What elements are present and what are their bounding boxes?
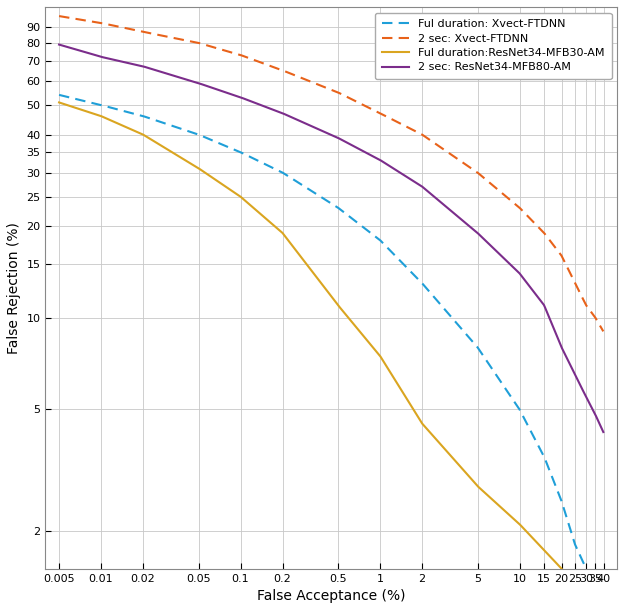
2 sec: ResNet34-MFB80-AM: (39.9, 4.22): ResNet34-MFB80-AM: (39.9, 4.22): [600, 428, 607, 436]
Line: Ful duration: Xvect-FTDNN: Ful duration: Xvect-FTDNN: [59, 95, 586, 568]
Y-axis label: False Rejection (%): False Rejection (%): [7, 222, 21, 354]
2 sec: ResNet34-MFB80-AM: (0.0394, 61): ResNet34-MFB80-AM: (0.0394, 61): [180, 75, 188, 82]
2 sec: Xvect-FTDNN: (0.0225, 86.1): Xvect-FTDNN: (0.0225, 86.1): [147, 29, 154, 37]
Ful duration: Xvect-FTDNN: (0.0138, 48.1): Xvect-FTDNN: (0.0138, 48.1): [117, 107, 124, 114]
2 sec: Xvect-FTDNN: (0.0863, 74.4): Xvect-FTDNN: (0.0863, 74.4): [228, 49, 235, 56]
Ful duration: Xvect-FTDNN: (12.8, 4.04): Xvect-FTDNN: (12.8, 4.04): [530, 434, 538, 442]
Ful duration:ResNet34-MFB30-AM: [216, 179, 223, 186]
Line: Ful duration:ResNet34-MFB30-AM: Ful duration:ResNet34-MFB30-AM: [59, 102, 582, 598]
Line: 2 sec: ResNet34-MFB80-AM: 2 sec: ResNet34-MFB80-AM: [59, 45, 603, 432]
Legend: Ful duration: Xvect-FTDNN, 2 sec: Xvect-FTDNN, Ful duration:ResNet34-MFB30-AM, 2: Ful duration: Xvect-FTDNN, 2 sec: Xvect-…: [375, 12, 612, 79]
2 sec: ResNet34-MFB80-AM: (0.0225, 65.9): ResNet34-MFB80-AM: (0.0225, 65.9): [147, 65, 154, 72]
2 sec: ResNet34-MFB80-AM: (0.005, 79): ResNet34-MFB80-AM: (0.005, 79): [56, 41, 63, 48]
Ful duration:ResNet34-MFB30-AM: [110, 118, 117, 125]
2 sec: Xvect-FTDNN: (0.875, 48.4): Xvect-FTDNN: (0.875, 48.4): [368, 106, 376, 113]
2 sec: Xvect-FTDNN: (0.005, 98): Xvect-FTDNN: (0.005, 98): [56, 12, 63, 20]
2 sec: ResNet34-MFB80-AM: (0.0863, 54.2): ResNet34-MFB80-AM: (0.0863, 54.2): [228, 91, 235, 98]
Ful duration:ResNet34-MFB30-AM: [80, 107, 87, 114]
Ful duration:ResNet34-MFB30-AM: [56, 99, 63, 106]
Ful duration: Xvect-FTDNN: (18.9, 2.67): Xvect-FTDNN: (18.9, 2.67): [554, 489, 562, 496]
Ful duration: Xvect-FTDNN: (29.8, 1.51): Xvect-FTDNN: (29.8, 1.51): [582, 564, 590, 572]
Ful duration:ResNet34-MFB30-AM: [578, 594, 585, 601]
Line: 2 sec: Xvect-FTDNN: 2 sec: Xvect-FTDNN: [59, 16, 603, 331]
X-axis label: False Acceptance (%): False Acceptance (%): [257, 589, 406, 603]
Ful duration: Xvect-FTDNN: (0.706, 20.4): Xvect-FTDNN: (0.706, 20.4): [355, 220, 363, 228]
Ful duration:ResNet34-MFB30-AM: [467, 475, 475, 483]
Ful duration:ResNet34-MFB30-AM: [574, 589, 582, 596]
2 sec: Xvect-FTDNN: (10.4, 22.6): Xvect-FTDNN: (10.4, 22.6): [518, 206, 525, 213]
2 sec: Xvect-FTDNN: (0.0394, 81.8): Xvect-FTDNN: (0.0394, 81.8): [180, 37, 188, 44]
Ful duration: Xvect-FTDNN: (0.005, 54): Xvect-FTDNN: (0.005, 54): [56, 92, 63, 99]
2 sec: ResNet34-MFB80-AM: (10.4, 13.7): ResNet34-MFB80-AM: (10.4, 13.7): [518, 273, 525, 280]
2 sec: Xvect-FTDNN: (39.9, 9.03): Xvect-FTDNN: (39.9, 9.03): [600, 328, 607, 335]
Ful duration: Xvect-FTDNN: (0.68, 20.6): Xvect-FTDNN: (0.68, 20.6): [353, 218, 361, 226]
2 sec: ResNet34-MFB80-AM: (14.4, 11.3): ResNet34-MFB80-AM: (14.4, 11.3): [538, 298, 545, 306]
2 sec: Xvect-FTDNN: (14.4, 19.4): Xvect-FTDNN: (14.4, 19.4): [538, 227, 545, 234]
Ful duration:ResNet34-MFB30-AM: [550, 557, 558, 564]
2 sec: ResNet34-MFB80-AM: (0.875, 34.1): ResNet34-MFB80-AM: (0.875, 34.1): [368, 152, 376, 159]
Ful duration: Xvect-FTDNN: (3.2, 10.1): Xvect-FTDNN: (3.2, 10.1): [447, 312, 454, 320]
